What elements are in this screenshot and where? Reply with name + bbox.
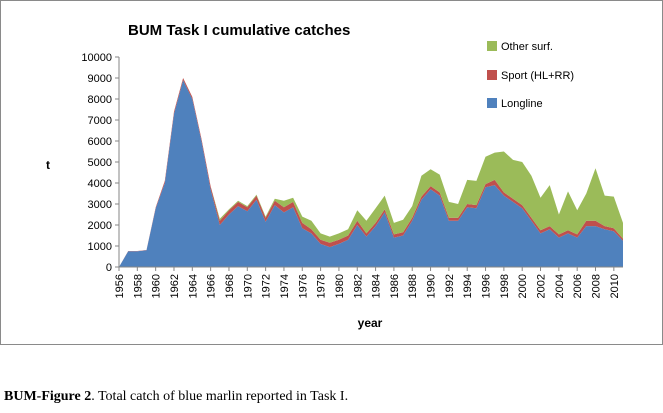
chart-legend: Other surf. Sport (HL+RR) Longline — [487, 41, 574, 110]
x-axis-title: year — [358, 316, 383, 330]
chart-frame: BUM Task I cumulative catches 0 1000 2000 3… — [0, 0, 663, 345]
x-tick-label: 2010 — [609, 274, 621, 298]
x-tick-label: 1970 — [242, 274, 254, 298]
x-tick-label: 1982 — [352, 274, 364, 298]
x-tick-label: 1958 — [132, 274, 144, 298]
y-tick-label: 8000 — [88, 94, 112, 106]
chart-svg: BUM Task I cumulative catches 0 1000 2000 3… — [46, 22, 623, 330]
y-tick-labels: 0 1000 2000 3000 4000 5000 6000 7000 8000 9000 100… — [81, 52, 112, 274]
y-tick-label: 1000 — [88, 241, 112, 253]
chart-axes — [115, 56, 623, 271]
x-tick-label: 1994 — [462, 274, 474, 298]
area-sport-hl-rr — [119, 78, 623, 267]
x-tick-label: 1962 — [169, 274, 181, 298]
caption-label: BUM-Figure 2 — [4, 389, 92, 404]
legend-swatch — [487, 70, 497, 80]
legend-swatch — [487, 41, 497, 51]
legend-swatch — [487, 98, 497, 108]
x-tick-label: 2000 — [517, 274, 529, 298]
x-tick-label: 1968 — [224, 274, 236, 298]
area-other-surf — [119, 78, 623, 267]
legend-label: Sport (HL+RR) — [501, 70, 574, 82]
y-tick-label: 9000 — [88, 73, 112, 85]
x-tick-label: 1984 — [371, 274, 383, 298]
chart-areas — [119, 78, 623, 267]
x-tick-label: 1998 — [499, 274, 511, 298]
x-tick-label: 2004 — [554, 274, 566, 298]
x-tick-label: 1992 — [444, 274, 456, 298]
y-tick-label: 2000 — [88, 220, 112, 232]
figure-caption: BUM-Figure 2. Total catch of blue marlin… — [4, 389, 348, 405]
x-tick-label: 1990 — [426, 274, 438, 298]
legend-item-other-surf: Other surf. — [487, 41, 553, 53]
x-tick-label: 1960 — [151, 274, 163, 298]
legend-label: Longline — [501, 98, 543, 110]
legend-item-longline: Longline — [487, 98, 543, 110]
y-tick-label: 3000 — [88, 199, 112, 211]
caption-text: . Total catch of blue marlin reported in… — [91, 389, 349, 404]
y-axis-title: t — [46, 158, 50, 172]
x-tick-labels: 1956 1958 1960 1962 1964 1966 1968 1970 1972 1974… — [114, 274, 621, 298]
legend-label: Other surf. — [501, 41, 553, 53]
x-tick-label: 1972 — [261, 274, 273, 298]
x-tick-label: 1986 — [389, 274, 401, 298]
y-tick-label: 7000 — [88, 115, 112, 127]
y-tick-label: 5000 — [88, 157, 112, 169]
y-tick-label: 4000 — [88, 178, 112, 190]
chart-title: BUM Task I cumulative catches — [128, 22, 350, 39]
x-tick-label: 1996 — [481, 274, 493, 298]
x-tick-label: 2006 — [572, 274, 584, 298]
y-tick-label: 10000 — [81, 52, 112, 64]
area-longline — [119, 80, 623, 267]
y-tick-label: 6000 — [88, 136, 112, 148]
x-tick-label: 1980 — [334, 274, 346, 298]
x-tick-label: 1974 — [279, 274, 291, 298]
y-tick-label: 0 — [106, 262, 112, 274]
x-tick-label: 1988 — [407, 274, 419, 298]
x-tick-label: 1976 — [297, 274, 309, 298]
x-tick-label: 1956 — [114, 274, 126, 298]
x-tick-label: 1978 — [316, 274, 328, 298]
x-tick-label: 2002 — [536, 274, 548, 298]
x-tick-label: 1966 — [206, 274, 218, 298]
legend-item-sport-hl-rr: Sport (HL+RR) — [487, 70, 574, 82]
x-tick-label: 1964 — [187, 274, 199, 298]
x-tick-label: 2008 — [591, 274, 603, 298]
